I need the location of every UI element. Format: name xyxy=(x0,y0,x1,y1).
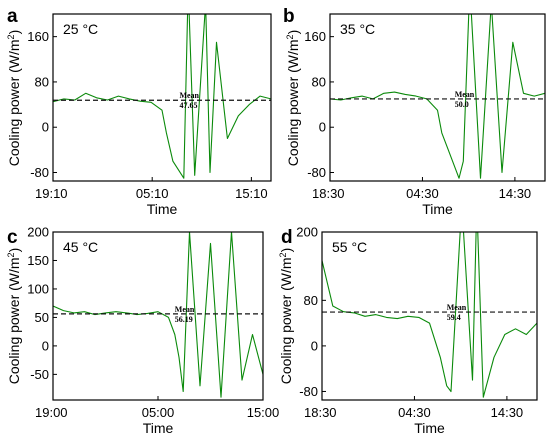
y-axis-label-close: ) xyxy=(278,248,294,253)
y-axis-label-superscript: 2 xyxy=(6,252,16,257)
plot-frame xyxy=(329,13,546,182)
panel-label: d xyxy=(281,227,293,248)
x-tick-label: 19:10 xyxy=(35,186,68,201)
x-tick-label: 14:30 xyxy=(491,405,524,420)
y-axis-label-text: Cooling power (W/m xyxy=(6,39,22,166)
x-axis-label: Time xyxy=(143,420,174,436)
y-axis-label: Cooling power (W/m2) xyxy=(6,30,22,167)
y-tick-label: 80 xyxy=(312,74,326,89)
y-tick-label: 0 xyxy=(42,120,49,135)
panel-label: b xyxy=(283,6,295,27)
y-axis-label: Cooling power (W/m2) xyxy=(6,248,22,385)
y-tick-label: 50 xyxy=(35,310,49,325)
plot-frame xyxy=(321,231,538,401)
y-tick-label: 80 xyxy=(304,293,318,308)
temperature-label: 55 °C xyxy=(332,239,367,255)
y-axis-label: Cooling power (W/m2) xyxy=(285,30,301,167)
y-axis-label-text: Cooling power (W/m xyxy=(285,39,301,166)
mean-value: 47.65 xyxy=(179,101,197,110)
mean-value: 59.4 xyxy=(447,313,461,322)
y-axis-label-close: ) xyxy=(6,30,22,35)
y-tick-label: -80 xyxy=(307,165,326,180)
y-axis-label-superscript: 2 xyxy=(285,34,295,39)
y-axis-label-text: Cooling power (W/m xyxy=(6,257,22,384)
y-tick-label: 200 xyxy=(296,225,318,240)
y-tick-label: 100 xyxy=(27,281,49,296)
x-axis-label: Time xyxy=(414,420,445,436)
y-tick-label: -80 xyxy=(30,165,49,180)
y-axis-label-superscript: 2 xyxy=(6,34,16,39)
y-tick-label: 160 xyxy=(27,29,49,44)
y-tick-label: 200 xyxy=(27,225,49,240)
panel-label: c xyxy=(7,227,18,248)
plot-frame xyxy=(52,13,272,182)
x-tick-label: 15:00 xyxy=(247,405,280,420)
y-tick-label: 160 xyxy=(304,29,326,44)
mean-label: Mean xyxy=(455,90,475,99)
y-axis-label-close: ) xyxy=(6,248,22,253)
y-axis-label-close: ) xyxy=(285,30,301,35)
x-axis-label: Time xyxy=(422,201,453,217)
x-tick-label: 05:00 xyxy=(142,405,175,420)
y-axis-label-superscript: 2 xyxy=(278,252,288,257)
y-tick-label: 80 xyxy=(35,74,49,89)
temperature-label: 45 °C xyxy=(63,239,98,255)
series-line xyxy=(53,14,271,179)
x-tick-label: 04:30 xyxy=(398,405,431,420)
y-tick-label: -50 xyxy=(30,367,49,382)
y-tick-label: 0 xyxy=(319,120,326,135)
y-tick-label: 0 xyxy=(311,338,318,353)
x-tick-label: 05:10 xyxy=(136,186,169,201)
x-tick-label: 18:30 xyxy=(312,186,345,201)
x-tick-label: 18:30 xyxy=(304,405,337,420)
mean-value: 56.19 xyxy=(175,315,193,324)
series-line xyxy=(53,232,263,398)
y-tick-label: 0 xyxy=(42,338,49,353)
temperature-label: 25 °C xyxy=(63,21,98,37)
mean-value: 50.0 xyxy=(455,100,469,109)
x-tick-label: 15:10 xyxy=(235,186,268,201)
series-line xyxy=(322,232,537,398)
y-tick-label: 150 xyxy=(27,253,49,268)
x-axis-label: Time xyxy=(147,201,178,217)
panel-label: a xyxy=(7,6,18,27)
mean-label: Mean xyxy=(179,91,199,100)
y-tick-label: -80 xyxy=(299,384,318,399)
x-tick-label: 19:00 xyxy=(35,405,68,420)
x-tick-label: 14:30 xyxy=(499,186,532,201)
mean-label: Mean xyxy=(447,303,467,312)
temperature-label: 35 °C xyxy=(340,21,375,37)
mean-label: Mean xyxy=(175,305,195,314)
y-axis-label: Cooling power (W/m2) xyxy=(278,248,294,385)
y-axis-label-text: Cooling power (W/m xyxy=(278,257,294,384)
x-tick-label: 04:30 xyxy=(406,186,439,201)
plot-frame xyxy=(52,231,264,401)
